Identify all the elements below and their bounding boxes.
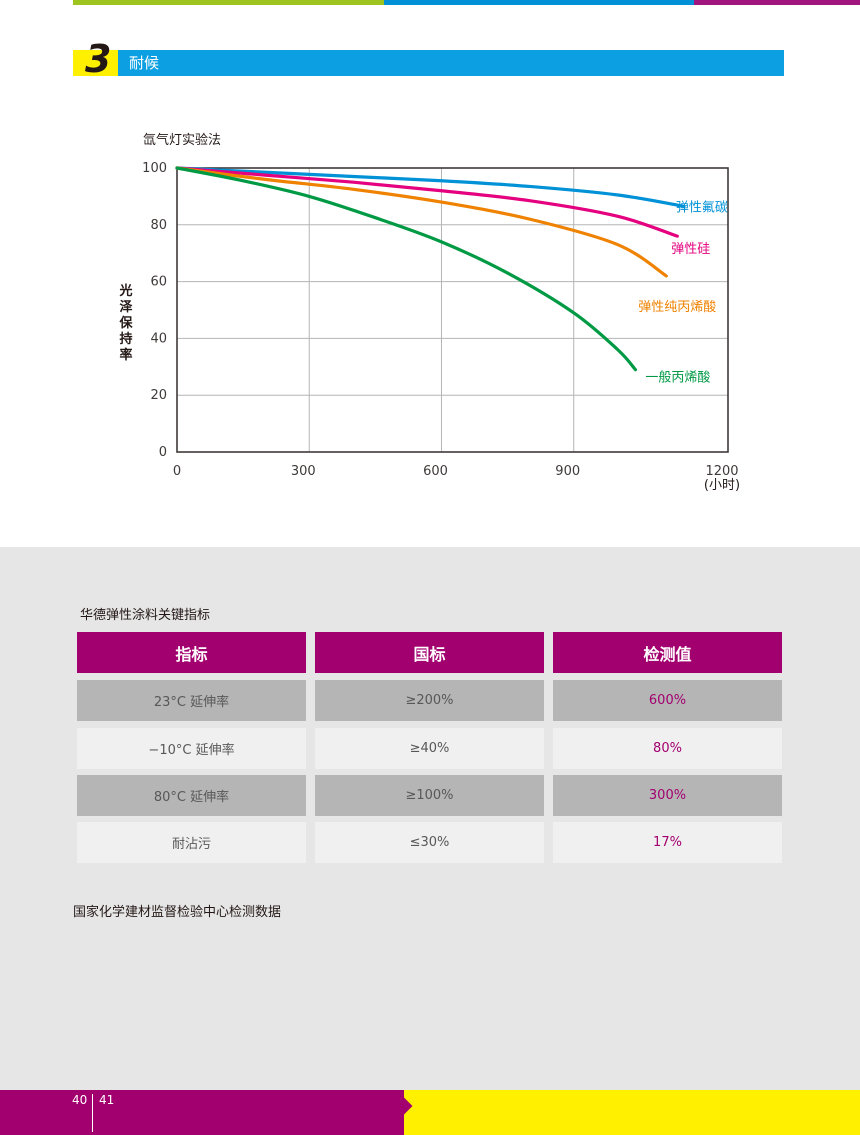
y-axis-label-char: 泽 [119, 300, 133, 315]
table-header-national-standard: 国标 [315, 632, 544, 673]
series-label: 弹性硅 [671, 242, 710, 257]
x-tick-label: 900 [555, 464, 580, 479]
table-section-background [0, 547, 860, 1090]
series-label: 弹性氟碳 [676, 200, 728, 215]
y-axis-label-char: 保 [118, 315, 133, 331]
table-cell: 耐沾污 [77, 822, 306, 863]
series-line [175, 166, 638, 372]
section-number-tab [73, 50, 121, 76]
chart-title: 氙气灯实验法 [143, 133, 222, 148]
y-tick-label: 80 [150, 218, 167, 233]
footer-yellow-band [404, 1090, 860, 1135]
table-header-test-value: 检测值 [553, 632, 782, 673]
page-number-left: 40 [72, 1093, 88, 1107]
page-number-divider [92, 1094, 93, 1132]
table-cell-value: 17% [553, 822, 782, 863]
x-tick-label: 1200 [705, 464, 738, 479]
table-cell-value: 300% [553, 775, 782, 816]
y-axis-label-char: 率 [119, 347, 132, 363]
footer-magenta-band [0, 1090, 404, 1135]
table-title: 华德弹性涂料关键指标 [80, 608, 211, 623]
series-line [175, 166, 679, 238]
series-line [175, 166, 668, 278]
table-cell: −10°C 延伸率 [77, 728, 306, 769]
gloss-retention-chart: 0 20 40 60 80 100 0 300 600 900 1200 弹性氟碳弹性硅弹性纯丙烯酸… [118, 161, 740, 493]
y-axis-label-char: 光 [118, 283, 132, 299]
section-title: 耐候 [129, 54, 160, 72]
series-label: 弹性纯丙烯酸 [638, 300, 716, 315]
table-cell: ≤30% [315, 822, 544, 863]
section-header: 3 耐候 [73, 37, 784, 81]
table-cell: ≥200% [315, 680, 544, 721]
y-tick-label: 20 [150, 388, 167, 403]
section-number: 3 [85, 37, 112, 81]
table-cell-value: 600% [553, 680, 782, 721]
x-tick-label: 600 [423, 464, 448, 479]
table-cell: 23°C 延伸率 [77, 680, 306, 721]
top-stripe-magenta [694, 0, 860, 5]
x-tick-label: 0 [173, 464, 181, 479]
y-tick-label: 60 [150, 275, 167, 290]
y-tick-label: 40 [150, 331, 167, 346]
table-cell: ≥100% [315, 775, 544, 816]
y-axis-label-char: 持 [119, 331, 132, 347]
section-title-bar [118, 50, 784, 76]
y-tick-label: 100 [142, 161, 167, 176]
data-source-note: 国家化学建材监督检验中心检测数据 [73, 905, 282, 920]
page-number-right: 41 [99, 1093, 115, 1107]
y-tick-label: 0 [159, 445, 167, 460]
top-stripe-green [73, 0, 384, 5]
table-cell-value: 80% [553, 728, 782, 769]
top-stripe-blue [384, 0, 694, 5]
plot-frame [176, 167, 729, 453]
table-header-indicator: 指标 [77, 632, 306, 673]
x-axis-unit-label: (小时) [704, 478, 740, 493]
table-cell: 80°C 延伸率 [77, 775, 306, 816]
table-cell: ≥40% [315, 728, 544, 769]
series-line [175, 166, 686, 208]
x-tick-label: 300 [291, 464, 316, 479]
series-label: 一般丙烯酸 [645, 370, 710, 386]
